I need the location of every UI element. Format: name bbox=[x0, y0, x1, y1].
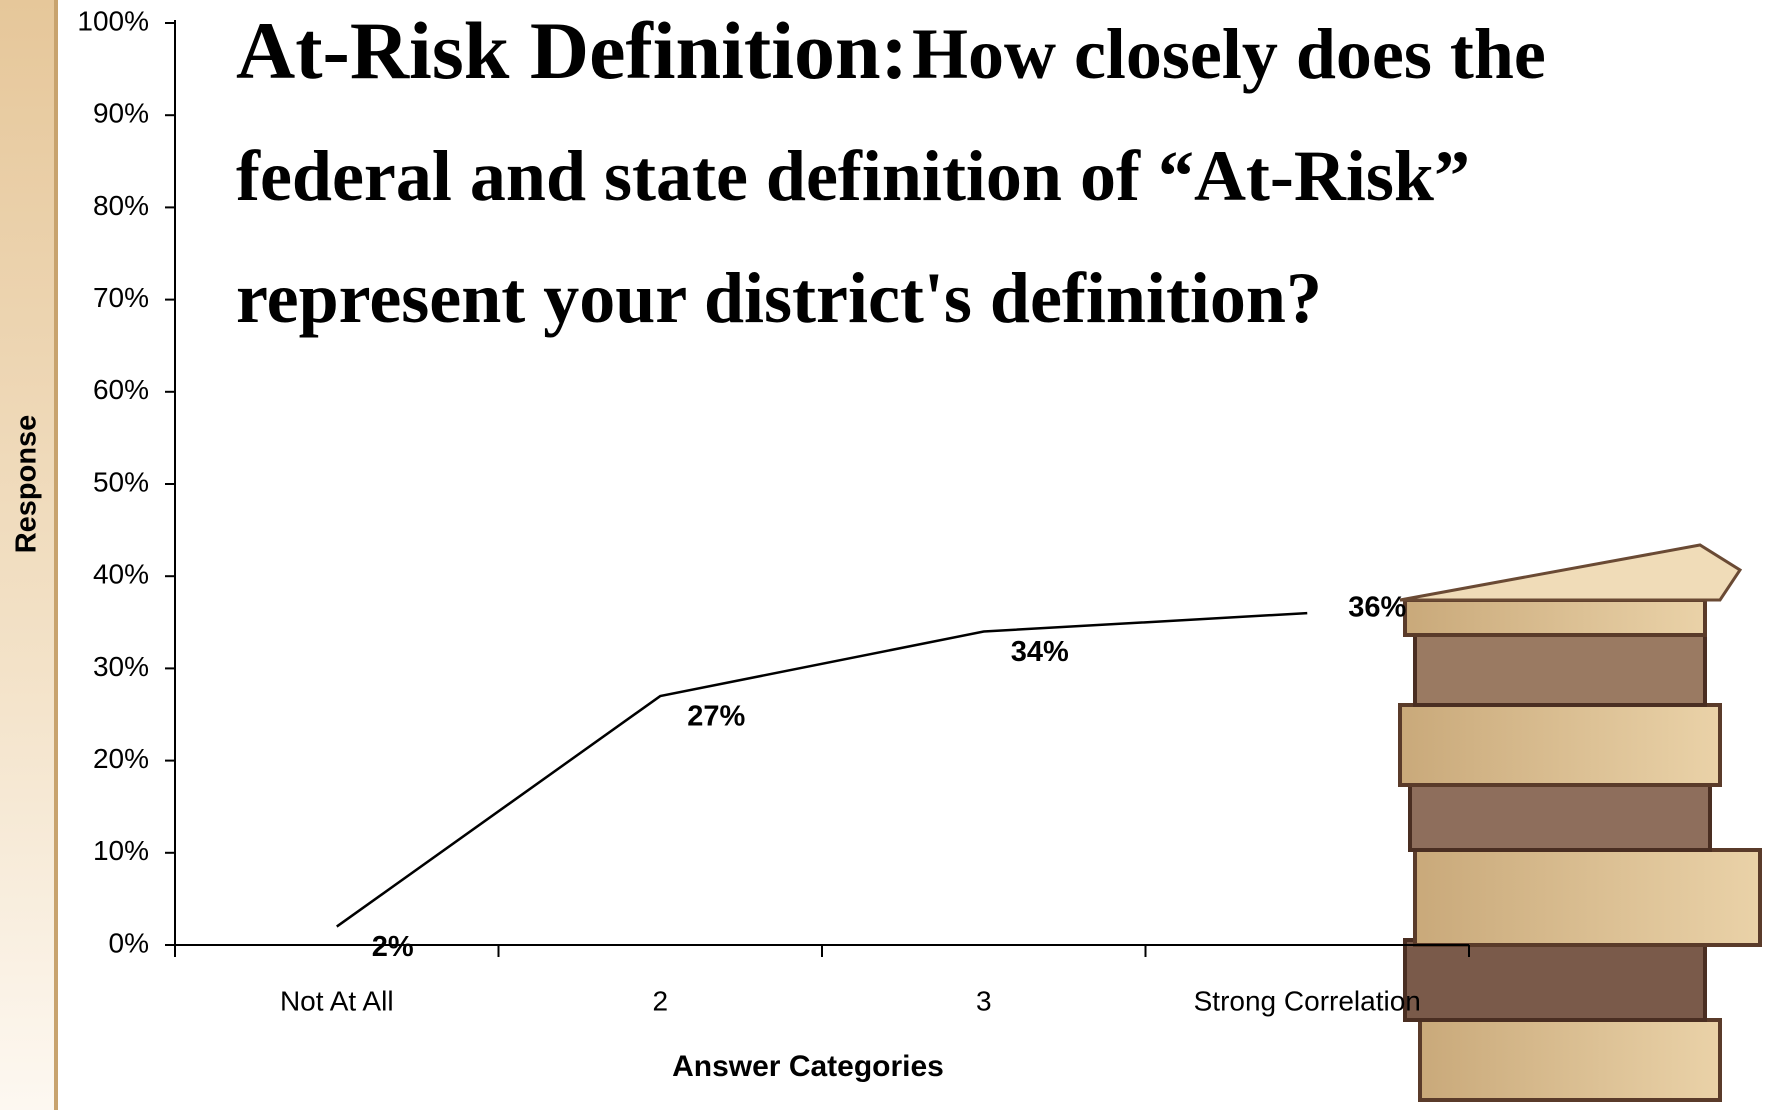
y-tick-label: 0% bbox=[109, 927, 149, 958]
chart-title-block: At-Risk Definition: How closely does the… bbox=[236, 0, 1676, 369]
y-axis-title: Response bbox=[11, 415, 43, 554]
data-label: 36% bbox=[1348, 592, 1406, 624]
y-tick-label: 40% bbox=[93, 559, 149, 590]
y-tick-label: 50% bbox=[93, 466, 149, 497]
y-tick-label: 10% bbox=[93, 835, 149, 866]
y-tick-label: 90% bbox=[93, 98, 149, 129]
data-label: 34% bbox=[1011, 636, 1069, 668]
x-tick-label: Not At All bbox=[280, 985, 394, 1016]
x-tick-label: 2 bbox=[652, 985, 668, 1016]
books-illustration bbox=[1398, 543, 1762, 1102]
y-tick-label: 70% bbox=[93, 282, 149, 313]
chart-subtitle: How closely does the federal and state d… bbox=[236, 14, 1546, 338]
data-label: 27% bbox=[687, 701, 745, 733]
y-tick-label: 20% bbox=[93, 743, 149, 774]
x-tick-label: Strong Correlation bbox=[1194, 985, 1421, 1016]
y-tick-label: 80% bbox=[93, 190, 149, 221]
data-line bbox=[336, 611, 1308, 928]
x-axis-title: Answer Categories bbox=[672, 1050, 944, 1083]
chart-title: At-Risk Definition: bbox=[236, 5, 908, 96]
y-tick-label: 30% bbox=[93, 651, 149, 682]
y-tick-label: 100% bbox=[77, 5, 149, 36]
data-label: 2% bbox=[372, 931, 414, 963]
x-tick-label: 3 bbox=[976, 985, 992, 1016]
sidebar bbox=[0, 0, 56, 1110]
y-tick-label: 60% bbox=[93, 374, 149, 405]
